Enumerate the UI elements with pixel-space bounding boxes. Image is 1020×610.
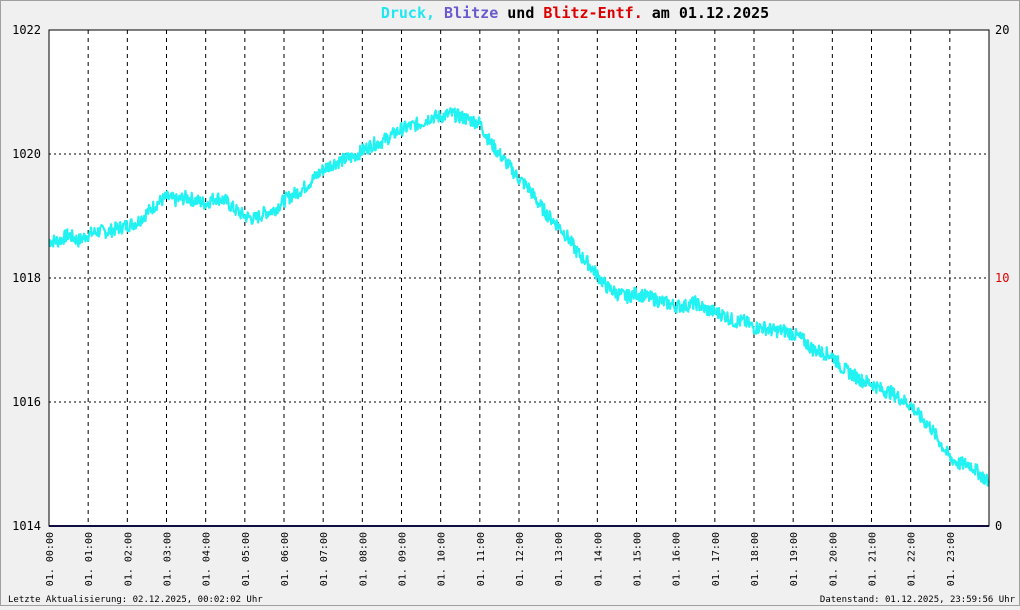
x-tick-label: 01. 06:00 bbox=[280, 532, 291, 586]
chart-title-part: am 01.12.2025 bbox=[643, 4, 769, 22]
plot-border bbox=[48, 29, 990, 527]
chart-title-part bbox=[435, 4, 444, 22]
x-tick-label: 01. 07:00 bbox=[319, 532, 330, 586]
y-left-tick-label: 1020 bbox=[12, 147, 41, 161]
x-tick-label: 01. 19:00 bbox=[789, 532, 800, 586]
grid-layer bbox=[49, 30, 989, 526]
y-right-tick-label: 10 bbox=[995, 271, 1009, 285]
chart-title-part: und bbox=[498, 4, 543, 22]
series-line-druck bbox=[48, 107, 991, 487]
x-tick-label: 01. 05:00 bbox=[241, 532, 252, 586]
chart-title-part: Blitze bbox=[444, 4, 498, 22]
x-tick-label: 01. 12:00 bbox=[515, 532, 526, 586]
axis-layer: 01. 00:00 01. 01:00 01. 02:00 01. 03:00 01. … bbox=[12, 23, 1009, 586]
y-left-tick-label: 1018 bbox=[12, 271, 41, 285]
y-right-tick-label: 20 bbox=[995, 23, 1009, 37]
y-left-tick-label: 1016 bbox=[12, 395, 41, 409]
y-right-tick-label: 0 bbox=[995, 519, 1002, 533]
x-tick-label: 01. 00:00 bbox=[45, 532, 56, 586]
chart-title: Druck, Blitze und Blitz-Entf. am 01.12.2… bbox=[381, 4, 769, 22]
x-tick-label: 01. 18:00 bbox=[750, 532, 761, 586]
x-tick-label: 01. 15:00 bbox=[633, 532, 644, 586]
x-tick-label: 01. 22:00 bbox=[907, 532, 918, 586]
x-tick-label: 01. 13:00 bbox=[554, 532, 565, 586]
x-tick-label: 01. 20:00 bbox=[828, 532, 839, 586]
x-tick-label: 01. 01:00 bbox=[84, 532, 95, 586]
x-tick-label: 01. 03:00 bbox=[163, 532, 174, 586]
x-tick-label: 01. 02:00 bbox=[123, 532, 134, 586]
x-tick-label: 01. 16:00 bbox=[672, 532, 683, 586]
footer-left: Letzte Aktualisierung: 02.12.2025, 00:02… bbox=[8, 595, 263, 605]
chart-title-part: Blitz-Entf. bbox=[543, 4, 642, 22]
x-tick-label: 01. 14:00 bbox=[593, 532, 604, 586]
chart-title-part: Druck, bbox=[381, 4, 435, 22]
x-tick-label: 01. 04:00 bbox=[202, 532, 213, 586]
y-left-tick-label: 1014 bbox=[12, 519, 41, 533]
x-tick-label: 01. 10:00 bbox=[437, 532, 448, 586]
footer-right: Datenstand: 01.12.2025, 23:59:56 Uhr bbox=[820, 595, 1016, 605]
y-left-tick-label: 1022 bbox=[12, 23, 41, 37]
x-tick-label: 01. 23:00 bbox=[946, 532, 957, 586]
x-tick-label: 01. 21:00 bbox=[868, 532, 879, 586]
x-tick-label: 01. 17:00 bbox=[711, 532, 722, 586]
x-tick-label: 01. 08:00 bbox=[358, 532, 369, 586]
x-tick-label: 01. 11:00 bbox=[476, 532, 487, 586]
x-tick-label: 01. 09:00 bbox=[398, 532, 409, 586]
